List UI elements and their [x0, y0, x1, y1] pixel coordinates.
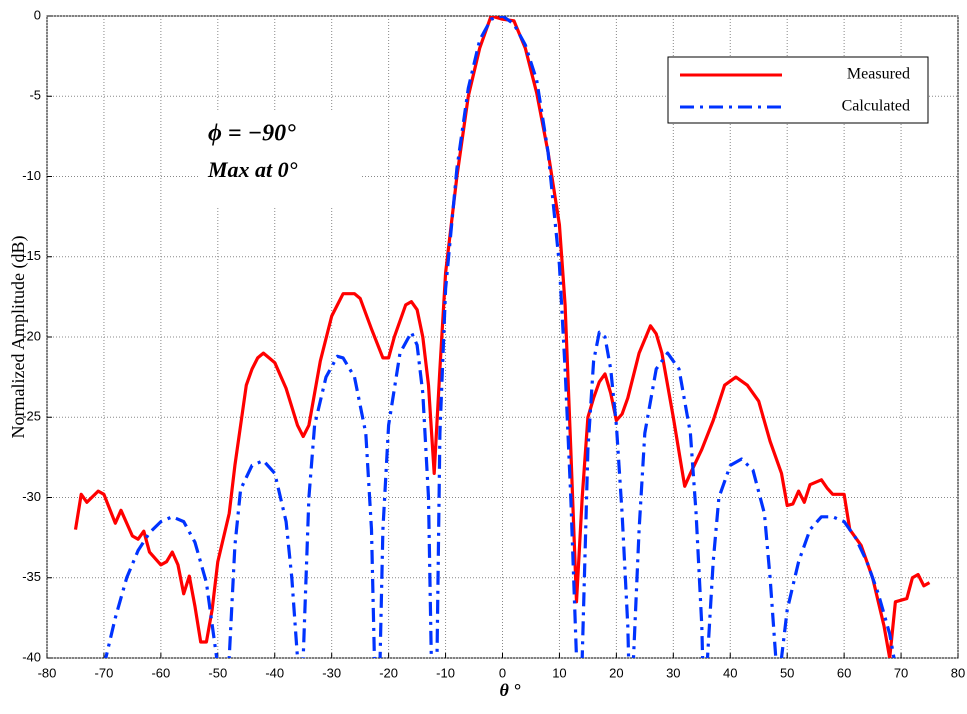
x-tick-label: -80: [38, 665, 57, 680]
y-tick-label: -30: [22, 489, 41, 504]
x-tick-label: 10: [552, 665, 566, 680]
y-tick-label: -10: [22, 168, 41, 183]
x-tick-label: 20: [609, 665, 623, 680]
x-tick-label: 70: [894, 665, 908, 680]
y-tick-label: -40: [22, 649, 41, 664]
x-axis-label: θ °: [499, 680, 521, 700]
x-tick-label: 80: [951, 665, 965, 680]
legend-box: [667, 56, 929, 124]
x-tick-label: -50: [208, 665, 227, 680]
y-tick-label: -25: [22, 409, 41, 424]
annotation: Max at 0°: [207, 157, 298, 182]
x-tick-label: -10: [436, 665, 455, 680]
x-tick-label: 40: [723, 665, 737, 680]
x-tick-label: 0: [499, 665, 506, 680]
x-tick-label: 50: [780, 665, 794, 680]
y-tick-label: 0: [34, 7, 41, 22]
x-tick-label: 60: [837, 665, 851, 680]
annotation-box: [200, 112, 360, 208]
y-tick-label: -35: [22, 569, 41, 584]
x-tick-label: -20: [379, 665, 398, 680]
x-tick-label: -30: [322, 665, 341, 680]
y-axis-label: Normalized Amplitude (dB): [8, 236, 29, 439]
legend-label: Calculated: [842, 98, 910, 115]
legend-label: Measured: [847, 66, 910, 83]
x-tick-label: 30: [666, 665, 680, 680]
y-tick-label: -15: [22, 248, 41, 263]
series-line: [104, 16, 896, 658]
x-tick-label: -60: [151, 665, 170, 680]
annotation: ϕ = −90°: [208, 121, 296, 147]
x-tick-label: -70: [95, 665, 114, 680]
series-line: [73, 16, 931, 658]
y-tick-label: -5: [29, 88, 41, 103]
y-tick-label: -20: [22, 328, 41, 343]
x-tick-label: -40: [265, 665, 284, 680]
